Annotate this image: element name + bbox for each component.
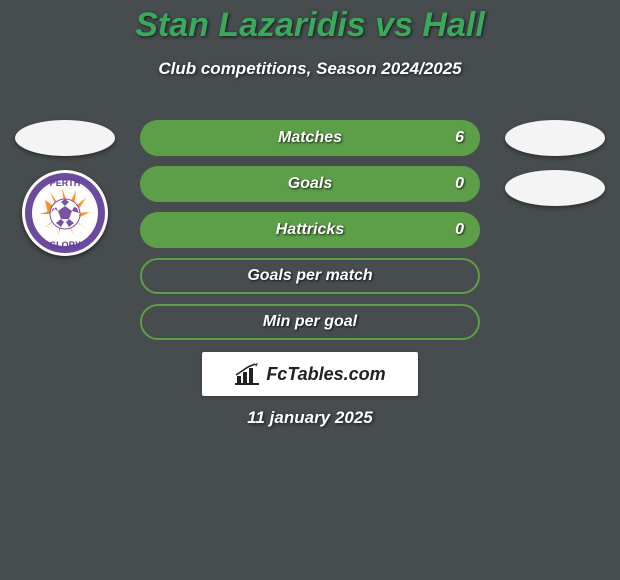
stat-label: Goals per match — [247, 267, 372, 285]
stat-row-min-per-goal: Min per goal — [140, 304, 480, 340]
bar-chart-icon — [234, 363, 260, 385]
branding-link[interactable]: FcTables.com — [202, 352, 418, 396]
stat-row-hattricks: Hattricks 0 — [140, 212, 480, 248]
crest-top-text: PERTH — [50, 178, 81, 188]
stat-label: Min per goal — [263, 313, 357, 331]
date-text: 11 january 2025 — [0, 408, 620, 428]
player-photo-placeholder-left — [15, 120, 115, 156]
stat-right-value: 0 — [455, 221, 464, 239]
stats-list: Matches 6 Goals 0 Hattricks 0 Goals per … — [140, 120, 480, 350]
stat-row-matches: Matches 6 — [140, 120, 480, 156]
stat-right-value: 6 — [455, 129, 464, 147]
stat-label: Hattricks — [276, 221, 344, 239]
subtitle: Club competitions, Season 2024/2025 — [0, 59, 620, 79]
stat-row-goals: Goals 0 — [140, 166, 480, 202]
stat-label: Matches — [278, 129, 342, 147]
player-photo-placeholder-right-1 — [505, 120, 605, 156]
club-crest-left: PERTH GLORY — [22, 170, 108, 256]
page-title: Stan Lazaridis vs Hall — [0, 0, 620, 45]
crest-bottom-text: GLORY — [49, 240, 81, 250]
stat-right-value: 0 — [455, 175, 464, 193]
perth-glory-crest-icon: PERTH GLORY — [22, 170, 108, 256]
stat-label: Goals — [288, 175, 332, 193]
right-column — [500, 120, 610, 220]
left-column: PERTH GLORY — [10, 120, 120, 256]
soccer-ball-icon — [50, 199, 80, 229]
branding-text: FcTables.com — [266, 364, 385, 385]
player-photo-placeholder-right-2 — [505, 170, 605, 206]
stat-row-goals-per-match: Goals per match — [140, 258, 480, 294]
